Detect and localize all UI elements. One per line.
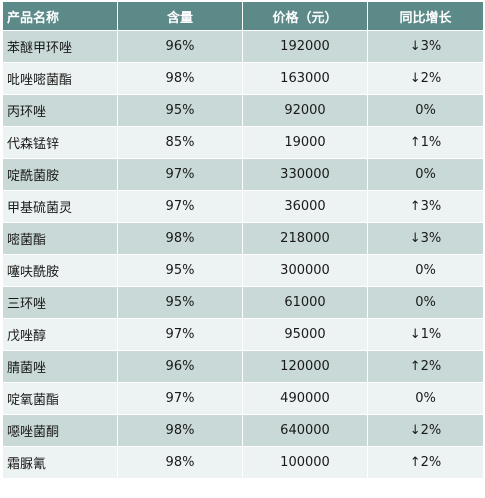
growth-cell: ↓2%	[367, 414, 484, 447]
table-row: 吡唑嘧菌酯 98% 163000 ↓2%	[2, 62, 484, 95]
product-name-cell: 戊唑醇	[2, 318, 118, 351]
table-body: 苯醚甲环唑 96% 192000 ↓3% 吡唑嘧菌酯 98% 163000 ↓2% 丙环唑 95%…	[2, 30, 484, 479]
content-cell: 85%	[117, 126, 243, 159]
price-cell: 490000	[242, 382, 368, 415]
table-row: 啶酰菌胺 97% 330000 0%	[2, 158, 484, 191]
price-cell: 100000	[242, 446, 368, 479]
product-name-cell: 霜脲氰	[2, 446, 118, 479]
growth-cell: ↑2%	[367, 446, 484, 479]
growth-cell: 0%	[367, 286, 484, 319]
content-cell: 98%	[117, 62, 243, 95]
table-row: 腈菌唑 96% 120000 ↑2%	[2, 350, 484, 383]
content-cell: 95%	[117, 254, 243, 287]
price-cell: 19000	[242, 126, 368, 159]
table-row: 三环唑 95% 61000 0%	[2, 286, 484, 319]
product-name-cell: 吡唑嘧菌酯	[2, 62, 118, 95]
header-product-name: 产品名称	[2, 2, 118, 31]
content-cell: 97%	[117, 190, 243, 223]
growth-cell: ↓1%	[367, 318, 484, 351]
table-row: 噻呋酰胺 95% 300000 0%	[2, 254, 484, 287]
price-cell: 163000	[242, 62, 368, 95]
product-name-cell: 噁唑菌酮	[2, 414, 118, 447]
table-row: 戊唑醇 97% 95000 ↓1%	[2, 318, 484, 351]
content-cell: 97%	[117, 158, 243, 191]
product-name-cell: 啶酰菌胺	[2, 158, 118, 191]
content-cell: 95%	[117, 286, 243, 319]
product-name-cell: 三环唑	[2, 286, 118, 319]
price-cell: 95000	[242, 318, 368, 351]
product-name-cell: 甲基硫菌灵	[2, 190, 118, 223]
table-row: 霜脲氰 98% 100000 ↑2%	[2, 446, 484, 479]
growth-cell: 0%	[367, 158, 484, 191]
content-cell: 97%	[117, 382, 243, 415]
content-cell: 98%	[117, 222, 243, 255]
header-content: 含量	[117, 2, 243, 31]
price-cell: 330000	[242, 158, 368, 191]
growth-cell: 0%	[367, 382, 484, 415]
product-name-cell: 腈菌唑	[2, 350, 118, 383]
price-cell: 192000	[242, 30, 368, 63]
table-row: 噁唑菌酮 98% 640000 ↓2%	[2, 414, 484, 447]
table-header: 产品名称 含量 价格（元） 同比增长	[2, 2, 484, 31]
growth-cell: ↓3%	[367, 30, 484, 63]
content-cell: 95%	[117, 94, 243, 127]
price-cell: 300000	[242, 254, 368, 287]
table-row: 代森锰锌 85% 19000 ↑1%	[2, 126, 484, 159]
product-name-cell: 啶氧菌酯	[2, 382, 118, 415]
growth-cell: 0%	[367, 254, 484, 287]
header-row: 产品名称 含量 价格（元） 同比增长	[2, 2, 484, 31]
price-cell: 61000	[242, 286, 368, 319]
growth-cell: ↑3%	[367, 190, 484, 223]
price-cell: 36000	[242, 190, 368, 223]
product-name-cell: 苯醚甲环唑	[2, 30, 118, 63]
growth-cell: ↑2%	[367, 350, 484, 383]
growth-cell: ↑1%	[367, 126, 484, 159]
price-cell: 120000	[242, 350, 368, 383]
price-cell: 92000	[242, 94, 368, 127]
table-row: 丙环唑 95% 92000 0%	[2, 94, 484, 127]
product-name-cell: 噻呋酰胺	[2, 254, 118, 287]
product-name-cell: 嘧菌酯	[2, 222, 118, 255]
growth-cell: ↓2%	[367, 62, 484, 95]
product-name-cell: 代森锰锌	[2, 126, 118, 159]
content-cell: 98%	[117, 414, 243, 447]
table-row: 苯醚甲环唑 96% 192000 ↓3%	[2, 30, 484, 63]
price-cell: 218000	[242, 222, 368, 255]
growth-cell: 0%	[367, 94, 484, 127]
content-cell: 96%	[117, 30, 243, 63]
header-yoy-growth: 同比增长	[367, 2, 484, 31]
fungicide-price-table: 产品名称 含量 价格（元） 同比增长 苯醚甲环唑 96% 192000 ↓3% 吡唑嘧菌…	[2, 2, 484, 479]
price-cell: 640000	[242, 414, 368, 447]
header-price: 价格（元）	[242, 2, 368, 31]
table-row: 嘧菌酯 98% 218000 ↓3%	[2, 222, 484, 255]
content-cell: 97%	[117, 318, 243, 351]
table-row: 甲基硫菌灵 97% 36000 ↑3%	[2, 190, 484, 223]
table-row: 啶氧菌酯 97% 490000 0%	[2, 382, 484, 415]
content-cell: 96%	[117, 350, 243, 383]
product-name-cell: 丙环唑	[2, 94, 118, 127]
growth-cell: ↓3%	[367, 222, 484, 255]
content-cell: 98%	[117, 446, 243, 479]
